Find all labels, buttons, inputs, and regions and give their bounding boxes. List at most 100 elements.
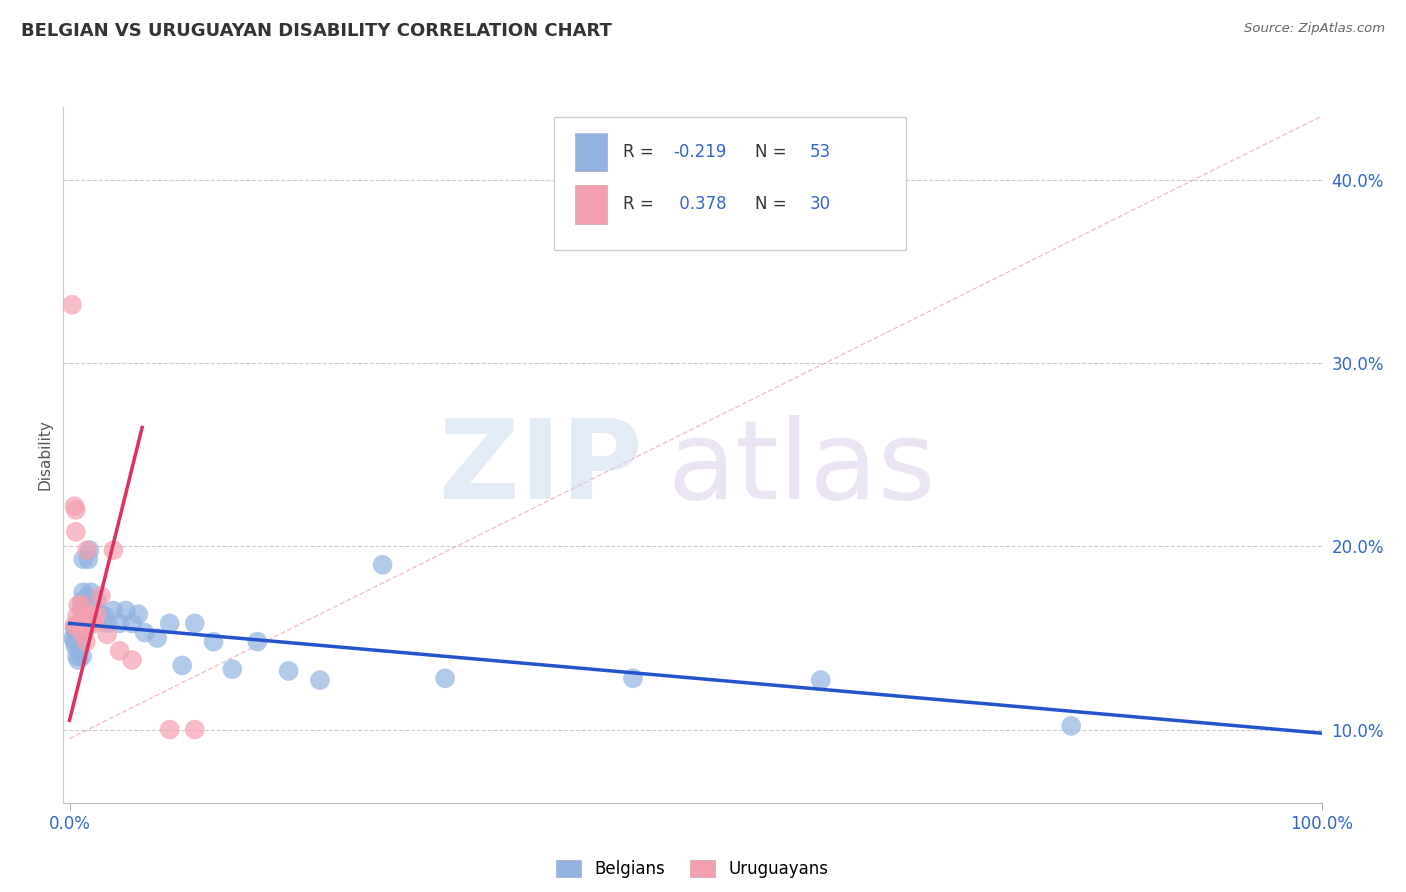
Point [69, 618, 91, 632]
Text: R =: R = [623, 144, 659, 161]
Point [62, 631, 84, 645]
Point [69, 644, 91, 658]
Point [67, 653, 90, 667]
Point [67, 631, 90, 645]
Point [69, 622, 91, 636]
Text: N =: N = [755, 144, 792, 161]
Y-axis label: Disability: Disability [37, 419, 52, 491]
Point [121, 616, 143, 631]
Point [184, 616, 207, 631]
Text: R =: R = [623, 195, 659, 213]
Point [108, 644, 131, 658]
Point [77, 609, 100, 624]
Point [134, 625, 156, 640]
Point [90, 607, 112, 622]
Point [103, 543, 125, 558]
Point [159, 723, 181, 737]
Text: 30: 30 [810, 195, 831, 213]
Point [66, 649, 89, 664]
Point [65, 622, 87, 636]
Text: ZIP: ZIP [439, 416, 643, 523]
Point [69, 634, 91, 648]
Point [67, 618, 90, 632]
Point [184, 723, 207, 737]
Point [93, 609, 115, 624]
Point [86, 594, 108, 608]
Point [127, 607, 149, 622]
Point [277, 664, 299, 678]
Point [69, 616, 91, 631]
Point [309, 673, 332, 687]
Point [72, 585, 94, 599]
Point [65, 524, 87, 539]
Text: atlas: atlas [668, 416, 936, 523]
Point [621, 671, 644, 685]
Point [75, 634, 97, 648]
Point [90, 589, 112, 603]
Point [63, 622, 86, 636]
Point [96, 616, 118, 631]
Point [72, 627, 94, 641]
Point [77, 552, 100, 566]
Point [65, 634, 87, 648]
Point [76, 591, 98, 605]
Point [86, 607, 108, 622]
Point [69, 622, 91, 636]
Text: Source: ZipAtlas.com: Source: ZipAtlas.com [1244, 22, 1385, 36]
Point [73, 616, 96, 631]
Point [70, 649, 93, 664]
Point [202, 634, 225, 648]
Point [172, 658, 194, 673]
Legend: Belgians, Uruguayans: Belgians, Uruguayans [550, 854, 835, 885]
Point [67, 598, 90, 612]
Point [66, 609, 89, 624]
Point [63, 618, 86, 632]
Point [103, 603, 125, 617]
Point [83, 603, 105, 617]
Text: 0.378: 0.378 [673, 195, 727, 213]
Point [60, 298, 83, 312]
Text: BELGIAN VS URUGUAYAN DISABILITY CORRELATION CHART: BELGIAN VS URUGUAYAN DISABILITY CORRELAT… [21, 22, 612, 40]
Point [70, 618, 93, 632]
Point [70, 594, 93, 608]
Point [63, 499, 86, 513]
Point [65, 503, 87, 517]
Point [72, 552, 94, 566]
Point [73, 609, 96, 624]
Text: -0.219: -0.219 [673, 144, 727, 161]
Point [73, 603, 96, 617]
Point [146, 631, 169, 645]
Point [115, 603, 138, 617]
Point [246, 634, 269, 648]
Point [159, 616, 181, 631]
Point [70, 603, 93, 617]
Point [75, 622, 97, 636]
Point [69, 618, 91, 632]
Point [66, 618, 89, 632]
FancyBboxPatch shape [575, 186, 607, 224]
Point [434, 671, 457, 685]
Point [83, 616, 105, 631]
FancyBboxPatch shape [575, 133, 607, 171]
Point [810, 673, 832, 687]
Point [1060, 719, 1083, 733]
Point [80, 585, 103, 599]
Point [121, 653, 143, 667]
FancyBboxPatch shape [554, 118, 907, 250]
Point [66, 627, 89, 641]
Text: 53: 53 [810, 144, 831, 161]
Point [108, 616, 131, 631]
Point [65, 640, 87, 655]
Point [371, 558, 394, 572]
Point [96, 627, 118, 641]
Point [80, 609, 103, 624]
Text: N =: N = [755, 195, 792, 213]
Point [80, 607, 103, 622]
Point [63, 634, 86, 648]
Point [79, 616, 101, 631]
Point [70, 598, 93, 612]
Point [69, 631, 91, 645]
Point [221, 662, 243, 676]
Point [79, 543, 101, 558]
Point [76, 543, 98, 558]
